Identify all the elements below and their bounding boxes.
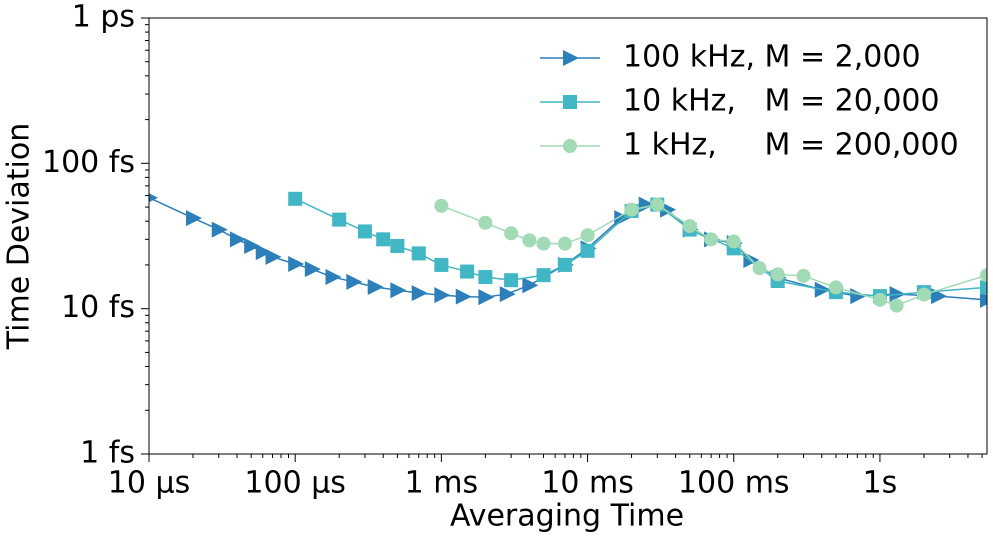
marker — [346, 273, 363, 290]
y-tick-label: 1 fs — [80, 436, 135, 471]
y-axis-label: Time Deviation — [2, 123, 37, 350]
marker — [682, 219, 697, 234]
marker — [726, 234, 741, 249]
marker — [288, 191, 303, 206]
marker — [752, 261, 767, 276]
legend-label: 1 kHz, M = 200,000 — [623, 128, 959, 163]
series-line — [294, 198, 987, 297]
marker — [357, 224, 372, 239]
marker — [211, 221, 228, 238]
marker — [796, 268, 811, 283]
marker — [434, 287, 451, 304]
marker — [916, 287, 931, 302]
x-axis-label: Averaging Time — [450, 499, 684, 534]
marker — [504, 226, 519, 241]
marker — [434, 257, 449, 272]
legend-marker — [563, 95, 577, 109]
marker — [411, 246, 426, 261]
marker — [332, 212, 347, 227]
marker — [149, 193, 158, 203]
marker — [889, 298, 904, 313]
y-tick-label: 100 fs — [42, 145, 135, 180]
marker — [580, 243, 595, 258]
marker — [522, 277, 539, 294]
marker — [536, 236, 551, 251]
marker — [650, 197, 665, 212]
marker — [557, 257, 572, 272]
marker — [390, 282, 407, 299]
legend-marker — [563, 50, 579, 66]
marker — [255, 244, 272, 261]
marker — [580, 228, 595, 243]
legend-marker — [563, 139, 577, 153]
x-tick-label: 1s — [863, 466, 898, 501]
legend-label: 100 kHz, M = 2,000 — [623, 40, 921, 75]
marker — [376, 232, 391, 247]
marker — [325, 269, 342, 286]
marker — [265, 248, 282, 265]
marker — [230, 231, 247, 248]
marker — [980, 280, 987, 295]
x-tick-label: 100 μs — [244, 466, 346, 501]
x-tick-label: 1 ms — [405, 466, 478, 501]
marker — [499, 286, 516, 303]
marker — [980, 268, 987, 283]
marker — [411, 285, 428, 302]
y-tick-label: 1 ps — [72, 0, 135, 35]
marker — [624, 202, 639, 217]
marker — [434, 198, 449, 213]
marker — [390, 238, 405, 253]
marker — [536, 268, 551, 283]
marker — [872, 292, 887, 307]
marker — [460, 264, 475, 279]
legend-label: 10 kHz, M = 20,000 — [623, 84, 940, 119]
y-tick-label: 10 fs — [61, 290, 135, 325]
marker — [186, 210, 203, 227]
marker — [557, 236, 572, 251]
marker — [980, 291, 987, 308]
marker — [770, 267, 785, 282]
marker — [478, 270, 493, 285]
x-tick-label: 10 ms — [541, 466, 634, 501]
marker — [850, 288, 867, 305]
marker — [828, 280, 843, 295]
x-tick-label: 100 ms — [678, 466, 790, 501]
marker — [504, 273, 519, 288]
plot-frame — [148, 17, 988, 455]
marker — [931, 288, 948, 305]
marker — [478, 289, 495, 306]
marker — [304, 261, 321, 278]
marker — [704, 232, 719, 247]
marker — [455, 288, 472, 305]
marker — [288, 255, 305, 272]
x-tick-label: 10 μs — [108, 466, 190, 501]
marker — [244, 237, 261, 254]
marker — [367, 278, 384, 295]
marker — [478, 215, 493, 230]
marker — [522, 233, 537, 248]
